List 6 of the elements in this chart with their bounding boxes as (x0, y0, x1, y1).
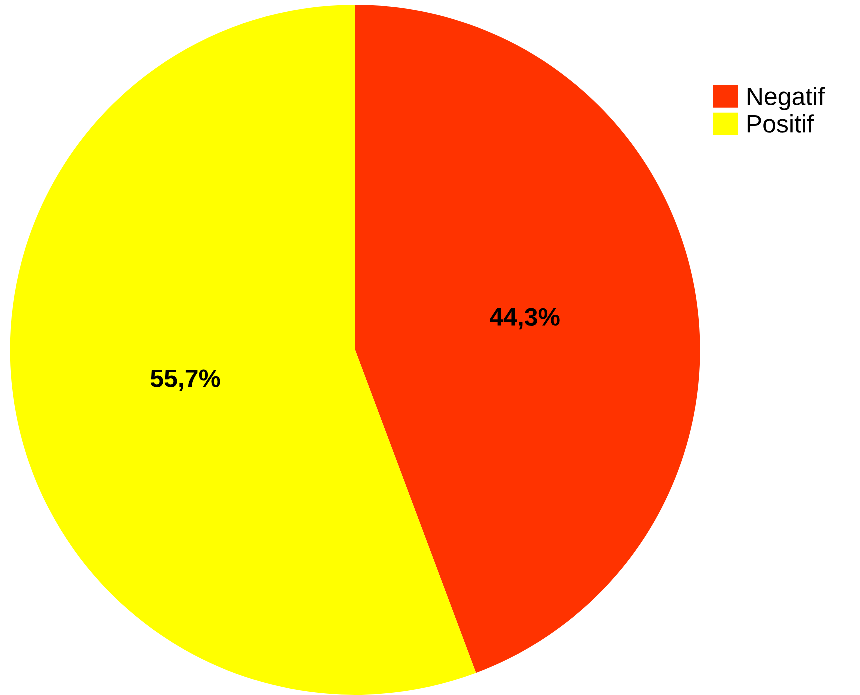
data-label: 44,3% (490, 308, 560, 330)
legend-label: Negatif (748, 87, 826, 110)
pie-slice (10, 5, 476, 695)
legend-label: Positif (748, 114, 814, 133)
data-label: 55,7% (150, 370, 220, 392)
pie-slice (355, 5, 700, 674)
